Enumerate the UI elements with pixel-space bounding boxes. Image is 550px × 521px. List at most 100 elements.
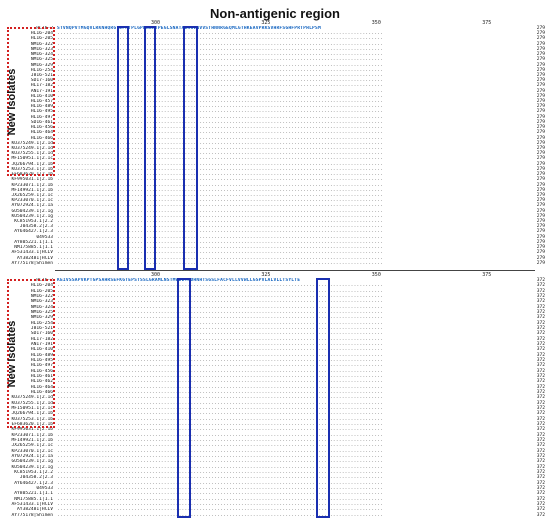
- sequence-name: HL16-457: [30, 99, 53, 105]
- ruler-tick: 300: [151, 272, 161, 278]
- sequence-end-position: 279: [536, 151, 545, 157]
- sequence-end-position: 279: [536, 187, 545, 193]
- sequence-end-position: 372: [536, 336, 545, 342]
- sequence-row: AY382481|HCLV...........................…: [3, 256, 547, 261]
- sequence-end-position: 279: [536, 146, 545, 151]
- ruler-tick: 350: [371, 272, 381, 278]
- sequence-name: AF531433.1|HCLV: [11, 502, 54, 507]
- sequence-row: NM16-323................................…: [3, 47, 547, 52]
- sequence-dots: ........................................…: [57, 36, 384, 42]
- sequence-dots: ........................................…: [57, 172, 384, 178]
- sequence-row: NM175885.1|1.1..........................…: [3, 497, 547, 502]
- sequence-dots: ........................................…: [57, 234, 384, 240]
- sequence-dots: ........................................…: [57, 125, 384, 131]
- sequence-row: HL17-182................................…: [3, 83, 547, 88]
- sequence-name: NM16-324: [30, 52, 53, 58]
- sequence-row: HL16-204................................…: [3, 31, 547, 36]
- sequence-name: MF150951.1|2.1c: [11, 156, 54, 162]
- sequence-end-position: 372: [536, 443, 545, 449]
- sequence-end-position: 372: [536, 427, 545, 433]
- sequence-name: JX265259.1|2.1c: [11, 443, 54, 449]
- sequence-name: AY775178|Shimen: [11, 512, 54, 518]
- sequence-dots: ........................................…: [57, 416, 384, 422]
- ruler-tick: 375: [482, 272, 492, 278]
- sequence-row: MF150951.1|2.1c.........................…: [3, 406, 547, 411]
- sequence-name: AY805221.1|1.1: [14, 491, 53, 497]
- sequence-end-position: 279: [536, 99, 545, 105]
- sequence-row: KU375253.1|2.1b.........................…: [3, 417, 547, 422]
- sequence-dots: ........................................…: [57, 470, 384, 475]
- sequence-dots: ........................................…: [57, 422, 384, 427]
- sequence-name: 049533: [36, 234, 53, 240]
- sequence-row: HL16-410................................…: [3, 94, 547, 99]
- sequence-row: AY072924.1|2.1a.........................…: [3, 203, 547, 208]
- sequence-end-position: 372: [536, 491, 545, 497]
- ruler-tick: 350: [371, 20, 381, 26]
- sequence-end-position: 279: [536, 109, 545, 115]
- sequence-dots: ........................................…: [57, 315, 384, 321]
- sequence-row: HL16-204................................…: [3, 283, 547, 288]
- sequence-name: JQ266794.1|2.1b: [11, 161, 54, 167]
- sequence-row: AN17-191................................…: [3, 342, 547, 347]
- sequence-name: 049533: [36, 486, 53, 491]
- sequence-end-position: 279: [536, 219, 545, 225]
- sequence-row: J816-521................................…: [3, 326, 547, 331]
- sequence-dots: ........................................…: [57, 331, 384, 337]
- sequence-end-position: 279: [536, 239, 545, 245]
- sequence-name: KC851953.1|2.2: [14, 219, 53, 225]
- sequence-name: SD17-160: [30, 331, 53, 337]
- sequence-name: HL16-461: [30, 374, 53, 379]
- sequence-end-position: 279: [536, 198, 545, 204]
- sequence-row: KU375253.1|2.1b.........................…: [3, 167, 547, 172]
- sequence-row: KU375249.1|2.1d.........................…: [3, 395, 547, 400]
- new-isolates-box-bottom: [7, 279, 55, 428]
- sequence-end-position: 279: [536, 125, 545, 131]
- sequence-dots: ........................................…: [57, 288, 384, 294]
- sequence-end-position: 279: [536, 26, 545, 31]
- sequence-end-position: 279: [536, 250, 545, 256]
- sequence-end-position: 372: [536, 390, 545, 395]
- sequence-row: NM16-329................................…: [3, 315, 547, 320]
- sequence-end-position: 372: [536, 331, 545, 337]
- sequence-end-position: 279: [536, 161, 545, 167]
- sequence-dots: ........................................…: [57, 250, 384, 256]
- sequence-end-position: 279: [536, 156, 545, 162]
- sequence-name: GU504239.1|2.1g: [11, 208, 54, 214]
- sequence-dots: ........................................…: [57, 224, 384, 230]
- sequence-row: NM16-325................................…: [3, 57, 547, 62]
- sequence-name: KP233070.1|2.1c: [11, 448, 54, 454]
- sequence-row: AY072924.1|2.1a.........................…: [3, 454, 547, 459]
- sequence-end-position: 279: [536, 203, 545, 209]
- sequence-dots: ........................................…: [57, 93, 384, 99]
- sequence-dots: ........................................…: [57, 192, 384, 198]
- sequence-row: HL16-497................................…: [3, 115, 547, 120]
- sequence-row: KU504239.1|2.1g.........................…: [3, 214, 547, 219]
- sequence-row: SD16-461................................…: [3, 120, 547, 125]
- sequence-row: HL16-254................................…: [3, 68, 547, 73]
- sequence-end-position: 372: [536, 400, 545, 406]
- sequence-dots: ........................................…: [57, 146, 384, 151]
- sequence-end-position: 372: [536, 374, 545, 379]
- sequence-row: KC851953.1|2.2..........................…: [3, 219, 547, 224]
- sequence-dots: ........................................…: [57, 62, 384, 68]
- highlight-box-a: [117, 26, 129, 270]
- sequence-name: NM16-323: [30, 46, 53, 52]
- new-isolates-label-bottom: New Isolates: [6, 320, 18, 388]
- sequence-row: HL16-457................................…: [3, 99, 547, 104]
- sequence-name: HL16-254: [30, 67, 53, 73]
- sequence-dots: ........................................…: [57, 352, 384, 358]
- ruler-tick: 325: [261, 20, 271, 26]
- sequence-name: HL17-182: [30, 336, 53, 342]
- sequence-end-position: 372: [536, 507, 545, 513]
- sequence-row: HL16-456................................…: [3, 369, 547, 374]
- sequence-end-position: 279: [536, 245, 545, 251]
- sequence-row: AY646427.1|2.3..........................…: [3, 229, 547, 234]
- sequence-dots: ........................................…: [57, 400, 384, 406]
- sequence-end-position: 372: [536, 475, 545, 481]
- sequence-dots: ........................................…: [57, 480, 384, 486]
- sequence-row: NM16-322................................…: [3, 42, 547, 47]
- sequence-end-position: 372: [536, 358, 545, 363]
- sequence-row: HL16-464................................…: [3, 130, 547, 135]
- sequence-dots: ........................................…: [57, 177, 384, 183]
- sequence-name: NM175885.1|1.1: [14, 496, 53, 502]
